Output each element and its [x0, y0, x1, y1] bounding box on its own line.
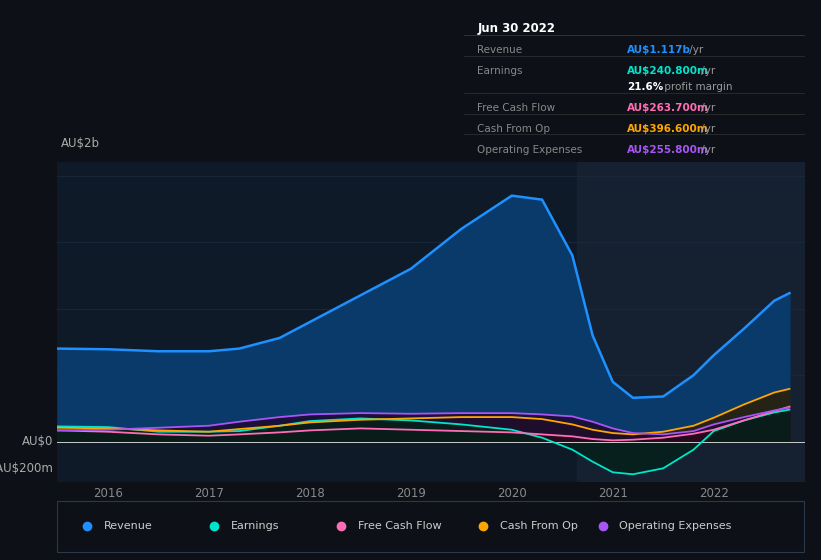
Text: -AU$200m: -AU$200m — [0, 462, 53, 475]
Text: Jun 30 2022: Jun 30 2022 — [478, 22, 556, 35]
Text: AU$396.600m: AU$396.600m — [627, 124, 709, 134]
Text: /yr: /yr — [699, 124, 716, 134]
Text: Cash From Op: Cash From Op — [478, 124, 551, 134]
Text: AU$2b: AU$2b — [62, 137, 100, 150]
Text: /yr: /yr — [699, 103, 716, 113]
Text: /yr: /yr — [699, 145, 716, 155]
Text: Operating Expenses: Operating Expenses — [478, 145, 583, 155]
Text: profit margin: profit margin — [662, 82, 733, 92]
Text: AU$240.800m: AU$240.800m — [627, 66, 709, 76]
Text: AU$263.700m: AU$263.700m — [627, 103, 709, 113]
Text: /yr: /yr — [686, 45, 704, 55]
Bar — [577, 162, 805, 482]
Text: Revenue: Revenue — [103, 521, 153, 531]
Text: AU$0: AU$0 — [22, 435, 53, 448]
Text: Free Cash Flow: Free Cash Flow — [478, 103, 556, 113]
Text: /yr: /yr — [699, 66, 716, 76]
Text: 21.6%: 21.6% — [627, 82, 663, 92]
Text: AU$255.800m: AU$255.800m — [627, 145, 709, 155]
Text: Earnings: Earnings — [478, 66, 523, 76]
Text: Operating Expenses: Operating Expenses — [619, 521, 732, 531]
Text: AU$1.117b: AU$1.117b — [627, 45, 691, 55]
Text: Revenue: Revenue — [478, 45, 523, 55]
Text: Earnings: Earnings — [231, 521, 279, 531]
Text: Free Cash Flow: Free Cash Flow — [358, 521, 442, 531]
Text: Cash From Op: Cash From Op — [500, 521, 578, 531]
